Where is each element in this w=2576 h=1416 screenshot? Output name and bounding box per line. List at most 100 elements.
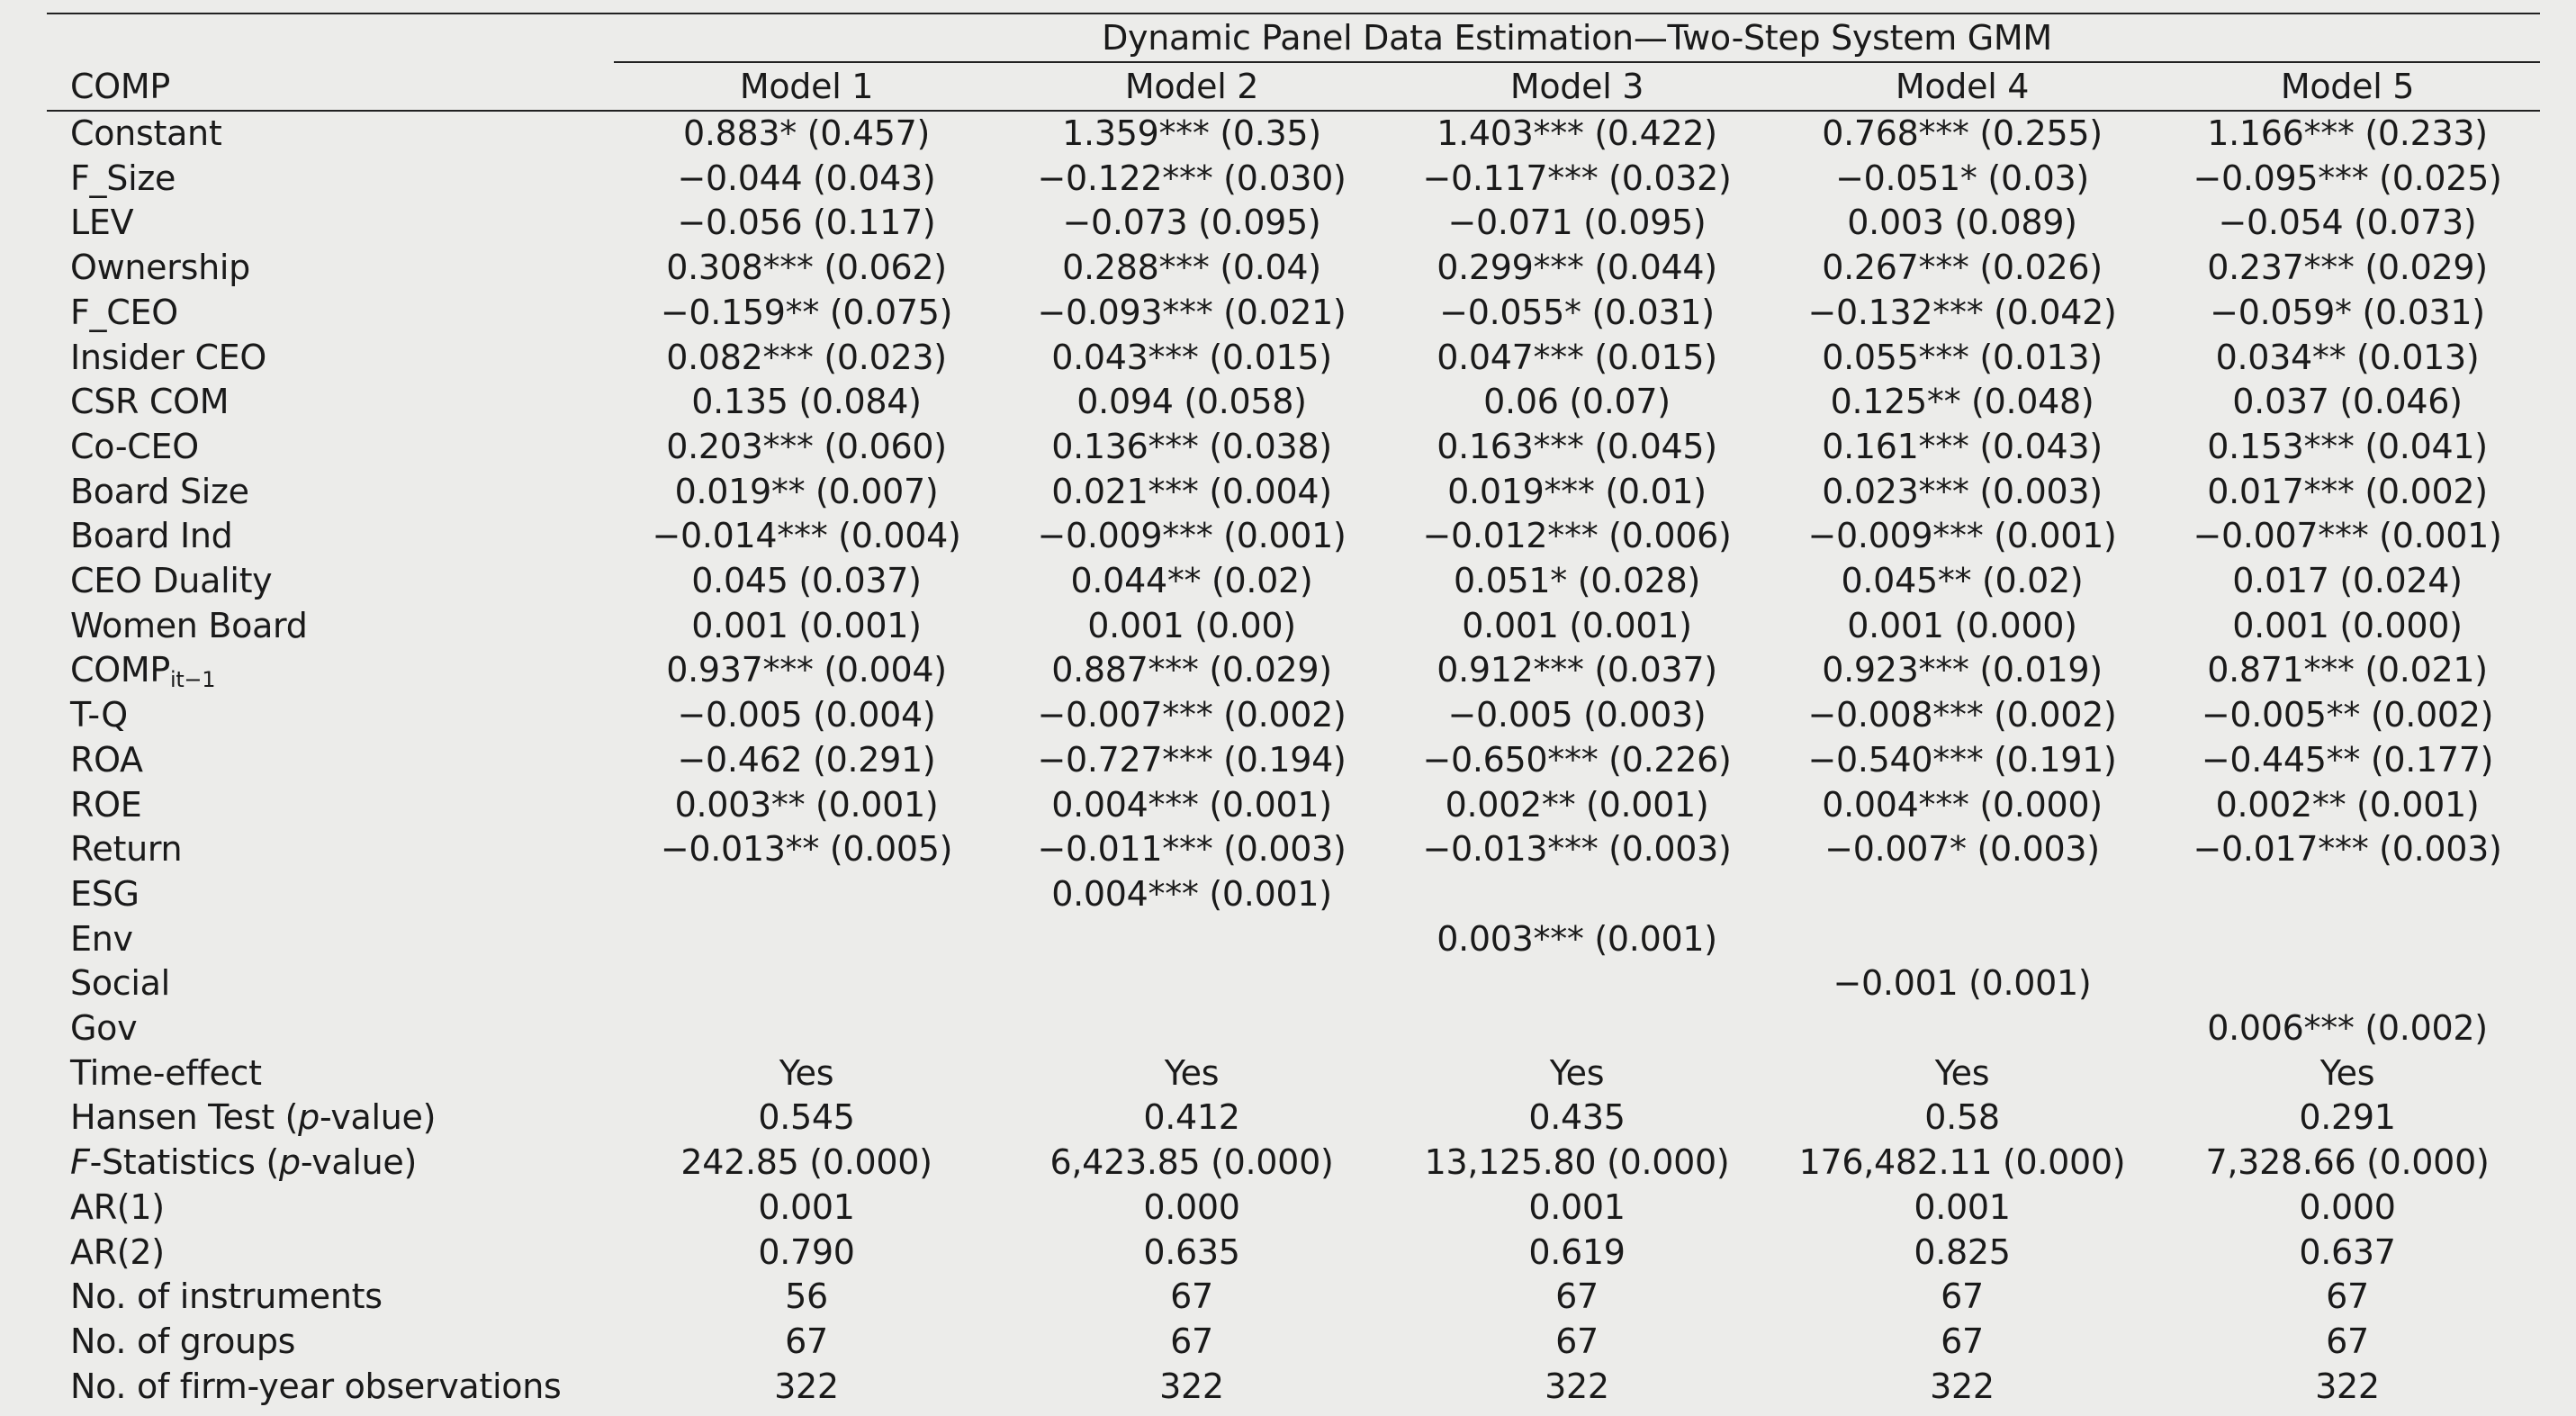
row-label: AR(1) — [47, 1186, 614, 1231]
table-cell: 0.000 — [1143, 1186, 1240, 1227]
table-cell — [2155, 872, 2540, 917]
table-cell: 0.001 (0.00) — [1087, 605, 1296, 645]
table-cell: −0.007*** (0.001) — [2193, 516, 2502, 556]
row-label-text: CSR COM — [70, 382, 230, 422]
table-cell: 0.308*** (0.062) — [666, 248, 947, 288]
table-cell: −0.011*** (0.003) — [1037, 829, 1347, 870]
table-cell: 0.002** (0.001) — [2215, 784, 2480, 825]
group-header-spacer — [47, 14, 614, 62]
table-cell: 0.000 — [2299, 1186, 2396, 1227]
row-label-text: ESG — [70, 873, 140, 914]
table-cell — [1770, 917, 2155, 962]
row-label: F-Statistics (p-value) — [47, 1141, 614, 1186]
table-cell: 322 — [1545, 1366, 1609, 1406]
row-label-text: LEV — [70, 203, 134, 243]
table-row: No. of groups 67 67 67 67 67 — [47, 1320, 2540, 1365]
table-cell: 0.045** (0.02) — [1841, 561, 2084, 601]
table-cell: −0.009*** (0.001) — [1807, 516, 2117, 556]
row-label-text: COMP — [70, 650, 170, 690]
table-cell: 0.153*** (0.041) — [2207, 426, 2488, 466]
row-label: Women Board — [47, 604, 614, 649]
row-label: CEO Duality — [47, 559, 614, 604]
table-cell: −0.071 (0.095) — [1447, 203, 1707, 243]
table-cell: 67 — [2326, 1276, 2369, 1317]
table-row: F_Size −0.044 (0.043) −0.122*** (0.030) −0.… — [47, 157, 2540, 202]
table-cell: −0.014*** (0.004) — [652, 516, 961, 556]
row-label: Hansen Test (p-value) — [47, 1096, 614, 1141]
table-cell: 0.923*** (0.019) — [1822, 650, 2103, 690]
model-header: Model 4 — [1895, 67, 2030, 106]
table-cell: −0.012*** (0.006) — [1422, 516, 1732, 556]
table-cell: 0.412 — [1143, 1097, 1240, 1138]
table-cell: −0.017*** (0.003) — [2193, 829, 2502, 870]
table-cell: 0.001 — [1528, 1186, 1626, 1227]
table-cell: 0.019*** (0.01) — [1447, 471, 1707, 511]
table-cell: −0.132*** (0.042) — [1807, 292, 2117, 332]
table-cell — [614, 961, 999, 1006]
table-cell: 0.045 (0.037) — [691, 561, 922, 601]
row-label-text: AR(2) — [70, 1231, 165, 1272]
table-row: COMPit−1 0.937*** (0.004) 0.887*** (0.029)… — [47, 648, 2540, 693]
table-row: Board Ind −0.014*** (0.004) −0.009*** (0.0… — [47, 514, 2540, 559]
table-cell: 0.135 (0.084) — [691, 382, 922, 422]
table-cell: Yes — [2319, 1052, 2375, 1093]
table-cell: 0.001 — [758, 1186, 855, 1227]
table-cell — [2155, 917, 2540, 962]
table-cell: 67 — [785, 1321, 828, 1361]
table-cell: 0.635 — [1143, 1231, 1240, 1272]
row-label: LEV — [47, 201, 614, 246]
table-cell — [999, 1006, 1384, 1051]
table-cell: 0.291 — [2299, 1097, 2396, 1138]
row-label: Co-CEO — [47, 425, 614, 470]
table-row: Constant 0.883* (0.457) 1.359*** (0.35) 1.4… — [47, 112, 2540, 157]
table-cell: −0.073 (0.095) — [1062, 203, 1321, 243]
table-cell: −0.007* (0.003) — [1824, 829, 2100, 870]
row-label-text: Gov — [70, 1008, 138, 1049]
table-cell: −0.013*** (0.003) — [1422, 829, 1732, 870]
table-cell — [1770, 1006, 2155, 1051]
table-row: F-Statistics (p-value) 242.85 (0.000) 6,42… — [47, 1141, 2540, 1186]
table-cell: 0.06 (0.07) — [1483, 382, 1671, 422]
row-label-suffix: -value) — [300, 1142, 418, 1183]
row-label: Time-effect — [47, 1051, 614, 1096]
row-label-text: Return — [70, 829, 183, 870]
table-row: ROE 0.003** (0.001) 0.004*** (0.001) 0.002*… — [47, 783, 2540, 828]
table-cell: 7,328.66 (0.000) — [2205, 1142, 2490, 1183]
row-label: No. of instruments — [47, 1275, 614, 1320]
row-label: No. of groups — [47, 1320, 614, 1365]
table-cell: 1.359*** (0.35) — [1062, 113, 1321, 153]
table-cell: −0.051* (0.03) — [1835, 158, 2089, 198]
table-cell: 0.004*** (0.001) — [1051, 784, 1332, 825]
row-label: No. of firm-year observations — [47, 1365, 614, 1410]
table-cell: 0.051* (0.028) — [1453, 561, 1701, 601]
row-label-text: Women Board — [70, 605, 308, 645]
row-label-italic: p — [298, 1097, 320, 1138]
table-cell: −0.462 (0.291) — [677, 739, 936, 780]
table-cell: 67 — [1941, 1276, 1984, 1317]
table-cell: 0.019** (0.007) — [674, 471, 939, 511]
row-label-text: T-Q — [70, 695, 128, 735]
table-cell: 0.044** (0.02) — [1070, 561, 1313, 601]
table-cell: −0.013** (0.005) — [660, 829, 953, 870]
table-cell: −0.727*** (0.194) — [1037, 739, 1347, 780]
row-label-text: ROA — [70, 739, 143, 780]
table-cell: 0.003*** (0.001) — [1437, 918, 1717, 959]
table-row: LEV −0.056 (0.117) −0.073 (0.095) −0.071 (0… — [47, 201, 2540, 246]
table-cell: 0.001 (0.001) — [1462, 605, 1692, 645]
row-label-suffix: -value) — [319, 1097, 437, 1138]
row-label: Constant — [47, 112, 614, 157]
row-label-text: No. of firm-year observations — [70, 1366, 562, 1406]
table-cell: 0.912*** (0.037) — [1437, 650, 1717, 690]
table-cell — [1770, 872, 2155, 917]
table-cell: 0.001 — [1914, 1186, 2011, 1227]
row-label: T-Q — [47, 693, 614, 738]
table-cell: −0.445** (0.177) — [2201, 739, 2494, 780]
row-label-text: Env — [70, 918, 133, 959]
table-cell: −0.095*** (0.025) — [2193, 158, 2502, 198]
table-cell: −0.001 (0.001) — [1833, 963, 2092, 1004]
table-cell: Yes — [1549, 1052, 1605, 1093]
row-label-subscript: it−1 — [169, 667, 216, 693]
row-label: Board Ind — [47, 514, 614, 559]
table-cell: 0.034** (0.013) — [2215, 337, 2480, 377]
table-cell: 0.871*** (0.021) — [2207, 650, 2488, 690]
